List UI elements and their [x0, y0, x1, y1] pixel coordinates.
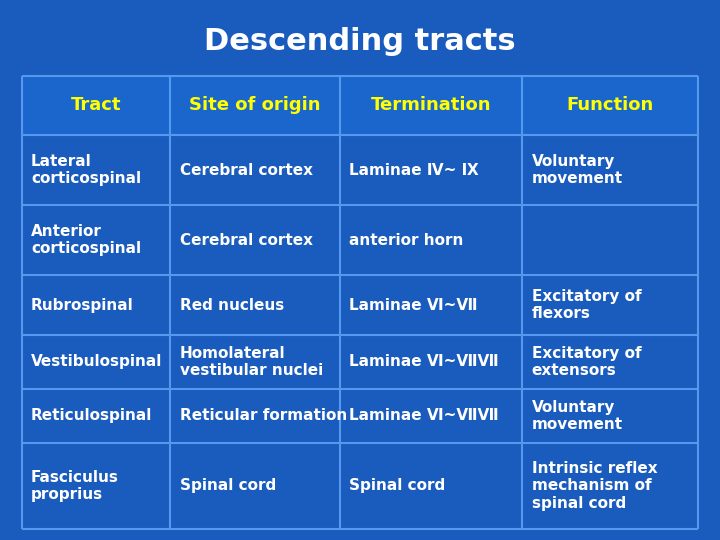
Text: Red nucleus: Red nucleus: [180, 298, 284, 313]
Text: Homolateral
vestibular nuclei: Homolateral vestibular nuclei: [180, 346, 323, 378]
Text: Spinal cord: Spinal cord: [180, 478, 276, 494]
Text: Cerebral cortex: Cerebral cortex: [180, 233, 313, 248]
Bar: [22, 76, 698, 135]
Text: Site of origin: Site of origin: [189, 96, 321, 114]
Text: Fasciculus
proprius: Fasciculus proprius: [31, 470, 119, 502]
Text: Laminae Ⅵ~Ⅶ: Laminae Ⅵ~Ⅶ: [349, 298, 477, 313]
Text: Laminae Ⅳ~ Ⅸ: Laminae Ⅳ~ Ⅸ: [349, 163, 479, 178]
Text: Excitatory of
flexors: Excitatory of flexors: [532, 289, 642, 321]
Text: Laminae Ⅵ~ⅦⅦ: Laminae Ⅵ~ⅦⅦ: [349, 354, 499, 369]
Text: Termination: Termination: [371, 96, 491, 114]
Text: Voluntary
movement: Voluntary movement: [532, 400, 623, 432]
Text: Lateral
corticospinal: Lateral corticospinal: [31, 154, 141, 186]
Text: Reticulospinal: Reticulospinal: [31, 408, 153, 423]
Text: anterior horn: anterior horn: [349, 233, 464, 248]
Text: Function: Function: [567, 96, 654, 114]
Text: Spinal cord: Spinal cord: [349, 478, 445, 494]
Text: Excitatory of
extensors: Excitatory of extensors: [532, 346, 642, 378]
Text: Cerebral cortex: Cerebral cortex: [180, 163, 313, 178]
Text: Laminae Ⅵ~ⅦⅦ: Laminae Ⅵ~ⅦⅦ: [349, 408, 499, 423]
Text: Tract: Tract: [71, 96, 121, 114]
Text: Anterior
corticospinal: Anterior corticospinal: [31, 224, 141, 256]
Text: Vestibulospinal: Vestibulospinal: [31, 354, 162, 369]
Text: Intrinsic reflex
mechanism of
spinal cord: Intrinsic reflex mechanism of spinal cor…: [532, 461, 657, 511]
Text: Voluntary
movement: Voluntary movement: [532, 154, 623, 186]
Text: Descending tracts: Descending tracts: [204, 27, 516, 56]
Text: Reticular formation: Reticular formation: [180, 408, 347, 423]
Text: Rubrospinal: Rubrospinal: [31, 298, 134, 313]
